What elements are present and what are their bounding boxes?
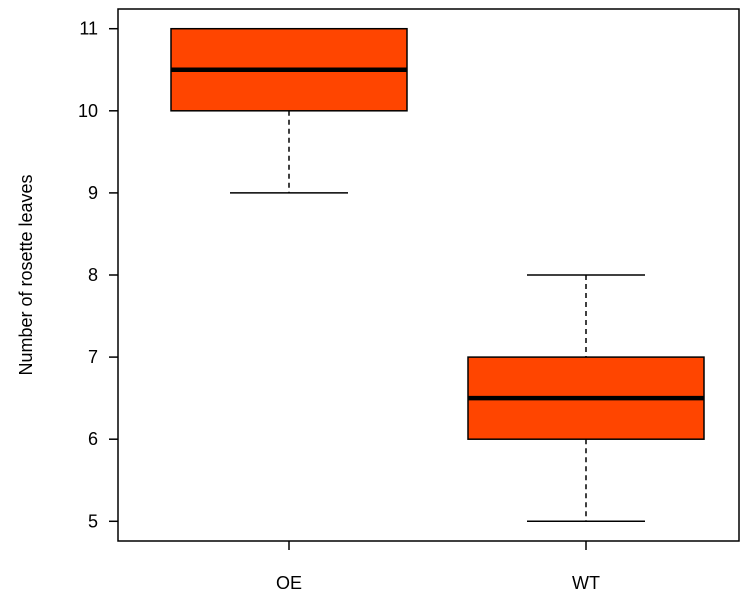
y-tick-label: 11: [79, 19, 98, 39]
y-tick-label: 6: [88, 429, 98, 449]
boxes-layer: [170, 27, 705, 523]
y-tick-label: 5: [88, 511, 98, 531]
x-axis: OE WT: [276, 541, 600, 593]
box-wt: [467, 274, 705, 523]
x-tick-label: OE: [276, 573, 302, 593]
y-tick-label: 10: [78, 101, 98, 121]
box-oe: [170, 27, 408, 194]
x-tick-label: WT: [572, 573, 600, 593]
y-axis-label: Number of rosette leaves: [16, 174, 36, 375]
y-tick-label: 9: [88, 183, 98, 203]
y-tick-label: 7: [88, 347, 98, 367]
y-tick-label: 8: [88, 265, 98, 285]
y-axis: 5 6 7 8 9 10 11: [78, 19, 118, 531]
